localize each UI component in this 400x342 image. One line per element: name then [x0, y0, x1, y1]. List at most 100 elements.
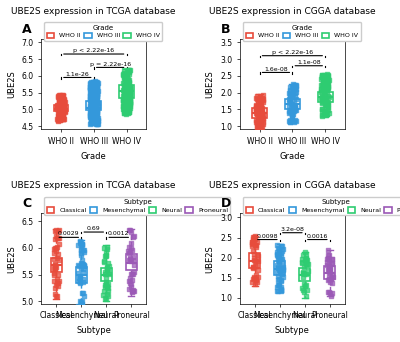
Point — [318, 82, 325, 87]
Point — [56, 97, 62, 103]
Point — [322, 95, 329, 101]
Point — [57, 101, 64, 106]
Point — [287, 88, 294, 93]
Point — [92, 90, 98, 95]
Point — [321, 77, 327, 82]
Point — [88, 120, 94, 126]
Point — [103, 296, 110, 302]
Point — [120, 104, 127, 109]
Point — [102, 253, 109, 259]
Point — [55, 251, 62, 256]
Point — [128, 259, 135, 264]
Point — [324, 87, 330, 92]
Point — [126, 91, 132, 96]
Point — [324, 74, 331, 79]
Point — [52, 228, 58, 234]
Point — [120, 106, 127, 111]
Point — [92, 107, 98, 113]
Point — [124, 71, 130, 77]
Point — [122, 96, 128, 101]
Point — [254, 112, 260, 117]
Point — [78, 314, 84, 319]
Point — [274, 253, 281, 259]
Point — [120, 95, 127, 100]
Point — [320, 111, 327, 117]
Point — [122, 94, 128, 99]
Point — [90, 91, 97, 97]
Point — [54, 281, 60, 286]
Point — [304, 258, 310, 263]
Point — [92, 112, 98, 117]
Point — [302, 255, 309, 261]
Point — [257, 94, 263, 100]
Point — [92, 90, 98, 96]
Text: p < 2.22e-16: p < 2.22e-16 — [73, 48, 114, 53]
Point — [51, 265, 58, 271]
Point — [126, 89, 133, 94]
Point — [329, 261, 336, 266]
Point — [88, 106, 95, 111]
Point — [280, 267, 286, 273]
Point — [254, 120, 260, 126]
Point — [91, 98, 97, 104]
Point — [125, 79, 131, 85]
Point — [76, 298, 83, 303]
Point — [290, 97, 297, 103]
Point — [126, 104, 132, 109]
Point — [93, 109, 99, 114]
Point — [325, 94, 332, 100]
Point — [253, 106, 259, 111]
Point — [125, 76, 131, 81]
Point — [125, 109, 132, 115]
Point — [93, 114, 99, 120]
X-axis label: Subtype: Subtype — [275, 326, 310, 335]
Point — [92, 88, 99, 93]
Point — [92, 96, 98, 102]
Point — [260, 92, 266, 97]
Point — [291, 117, 298, 123]
Point — [250, 266, 256, 271]
Point — [101, 245, 107, 251]
Point — [54, 104, 60, 109]
Point — [252, 245, 259, 250]
Point — [126, 70, 132, 75]
Point — [55, 93, 61, 98]
Point — [260, 111, 266, 117]
Point — [87, 85, 93, 91]
Point — [57, 113, 64, 118]
Point — [94, 80, 101, 86]
Point — [80, 311, 86, 317]
Point — [250, 237, 257, 242]
Point — [122, 83, 128, 88]
Point — [127, 95, 133, 101]
Title: UBE2S expression in TCGA database: UBE2S expression in TCGA database — [12, 181, 176, 190]
Point — [318, 87, 324, 92]
Point — [90, 89, 96, 95]
Point — [279, 264, 286, 269]
Point — [124, 81, 130, 86]
Point — [92, 83, 98, 88]
Point — [94, 118, 101, 123]
Point — [126, 91, 133, 97]
Point — [302, 293, 309, 299]
Point — [324, 260, 330, 265]
Point — [292, 96, 299, 101]
Point — [51, 273, 57, 278]
Point — [75, 271, 82, 276]
Point — [123, 100, 129, 105]
Point — [104, 268, 110, 273]
Point — [326, 272, 333, 278]
Point — [106, 263, 112, 268]
Point — [288, 111, 295, 117]
Point — [124, 97, 130, 102]
Point — [79, 241, 85, 247]
Point — [274, 249, 280, 255]
Point — [92, 103, 98, 108]
Point — [254, 274, 261, 280]
Point — [251, 282, 258, 287]
Point — [89, 107, 96, 112]
Point — [260, 115, 266, 121]
Point — [94, 80, 100, 85]
Point — [56, 117, 63, 123]
Point — [124, 102, 130, 107]
